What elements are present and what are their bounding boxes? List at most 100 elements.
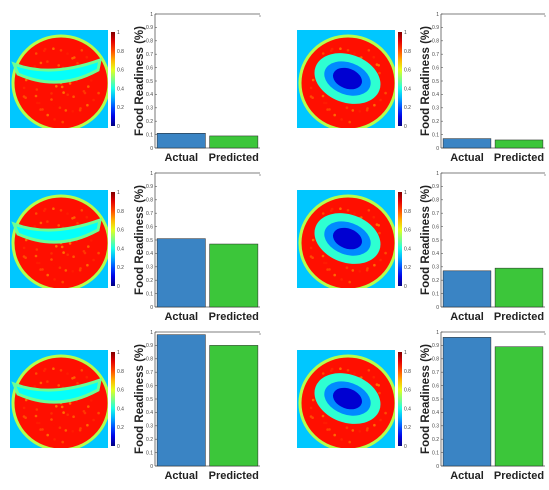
heatmap-texture-dot — [377, 64, 381, 67]
heatmap-rim — [11, 194, 108, 288]
heatmap-texture-dot — [55, 405, 58, 408]
heatmap-texture-dot — [58, 266, 62, 270]
heatmap-texture-dot — [309, 255, 313, 258]
y-tick-label: 0.5 — [146, 79, 153, 85]
heatmap-texture-dot — [353, 212, 356, 215]
bar-predicted — [494, 346, 544, 467]
heatmap-texture-dot — [68, 82, 72, 85]
heatmap-texture-dot — [33, 384, 36, 388]
colorbar-tick-label: 0.8 — [404, 369, 411, 375]
heatmap-image — [297, 30, 395, 128]
y-tick-label: 0.3 — [432, 265, 439, 271]
heatmap-texture-dot — [50, 418, 53, 421]
heatmap-texture-dot — [37, 261, 41, 265]
heatmap-texture-dot — [58, 106, 62, 109]
y-axis-label: Food Readiness (%) — [134, 344, 146, 454]
heatmap-texture-dot — [59, 209, 63, 212]
heatmap-texture-dot — [97, 91, 100, 95]
heatmap-texture-dot — [97, 411, 100, 415]
colorbar-tick-label: 0.4 — [117, 86, 124, 92]
heatmap-texture-dot — [46, 220, 49, 223]
heatmap-rim — [298, 354, 395, 448]
y-tick-label: 0.6 — [146, 383, 153, 389]
heatmap-texture-dot — [35, 88, 39, 91]
right-axis-tick — [544, 174, 546, 176]
heatmap-texture-dot — [87, 245, 90, 248]
heatmap-texture-dot — [340, 278, 343, 281]
y-tick-label: 0.1 — [432, 450, 439, 456]
y-tick-label: 0 — [436, 305, 439, 311]
heatmap-image — [10, 30, 108, 128]
heatmap-rim — [298, 194, 395, 288]
heatmap-channel — [11, 57, 102, 84]
heatmap-texture-dot — [43, 47, 47, 51]
y-tick-label: 0.9 — [146, 184, 153, 190]
heatmap-texture-dot — [52, 207, 55, 210]
y-tick-label: 0.5 — [146, 397, 153, 403]
heatmap-cavity-core — [332, 227, 362, 250]
y-tick-label: 1 — [150, 330, 153, 336]
heatmap-texture-dot — [52, 381, 55, 384]
y-tick-label: 0.1 — [146, 291, 153, 297]
right-axis-tick — [544, 333, 546, 335]
heatmap-texture-dot — [321, 52, 325, 55]
heatmap-texture-dot — [378, 391, 381, 395]
heatmap-rim — [11, 34, 108, 128]
colorbar-tick-label: 0 — [117, 124, 120, 130]
y-tick-label: 1 — [436, 330, 439, 336]
y-tick-label: 0.1 — [146, 132, 153, 138]
heatmap-texture-dot — [378, 71, 381, 75]
heatmap-texture-dot — [367, 369, 371, 372]
colorbar-tick-label: 0.8 — [404, 209, 411, 215]
bar-actual — [442, 270, 492, 308]
heatmap-texture-dot — [87, 405, 90, 408]
heatmap-texture-dot — [83, 411, 87, 415]
heatmap-texture-dot — [346, 209, 350, 212]
y-tick-label: 0.5 — [432, 79, 439, 85]
heatmap-texture-dot — [43, 207, 47, 211]
heatmap-texture-dot — [72, 255, 75, 258]
colorbar-gradient — [111, 352, 115, 446]
bar-actual — [156, 238, 206, 308]
colorbar-tick-label: 0.6 — [117, 388, 124, 394]
colorbar-tick-label: 0.4 — [404, 246, 411, 252]
heatmap-texture-dot — [41, 268, 44, 271]
heatmap-texture-dot — [72, 95, 75, 98]
colorbar: 0 0.2 0.4 0.6 0.8 1 — [111, 190, 124, 290]
bar-predicted — [494, 267, 544, 308]
heatmap-texture-dot — [346, 49, 350, 52]
colorbar-tick-label: 1 — [404, 350, 407, 356]
y-tick-label: 0.5 — [432, 397, 439, 403]
heatmap-texture-dot — [46, 60, 49, 63]
heatmap-texture-dot — [90, 399, 93, 402]
heatmap-texture-dot — [85, 55, 89, 59]
heatmap-texture-dot — [345, 106, 349, 109]
heatmap-texture-dot — [24, 398, 28, 402]
heatmap-texture-dot — [24, 238, 28, 242]
y-tick-label: 0.9 — [146, 25, 153, 31]
heatmap-texture-dot — [339, 207, 342, 210]
heatmap-cavity-core — [332, 67, 362, 90]
y-tick-label: 0 — [436, 464, 439, 470]
y-tick-label: 0.8 — [146, 39, 153, 45]
heatmap-texture-dot — [85, 215, 89, 219]
heatmap-texture-dot — [73, 216, 76, 219]
y-tick-label: 0.9 — [432, 184, 439, 190]
heatmap-texture-dot — [330, 367, 334, 371]
heatmap-texture-dot — [52, 61, 55, 64]
heatmap-texture-dot — [39, 108, 42, 111]
heatmap-texture-dot — [379, 98, 382, 102]
x-category-label: Actual — [164, 470, 198, 482]
heatmap-texture-dot — [59, 49, 63, 52]
heatmap-texture-dot — [34, 372, 38, 375]
heatmap-texture-dot — [333, 113, 337, 117]
heatmap-texture-dot — [328, 108, 331, 111]
heatmap-texture-dot — [372, 375, 376, 379]
heatmap-texture-dot — [52, 263, 56, 267]
heatmap-image — [10, 350, 108, 448]
heatmap-texture-dot — [35, 408, 39, 411]
heatmap-texture-dot — [333, 433, 337, 437]
heatmap-texture-dot — [330, 207, 334, 211]
colorbar-tick-label: 0 — [117, 284, 120, 290]
heatmap-texture-dot — [46, 380, 49, 383]
